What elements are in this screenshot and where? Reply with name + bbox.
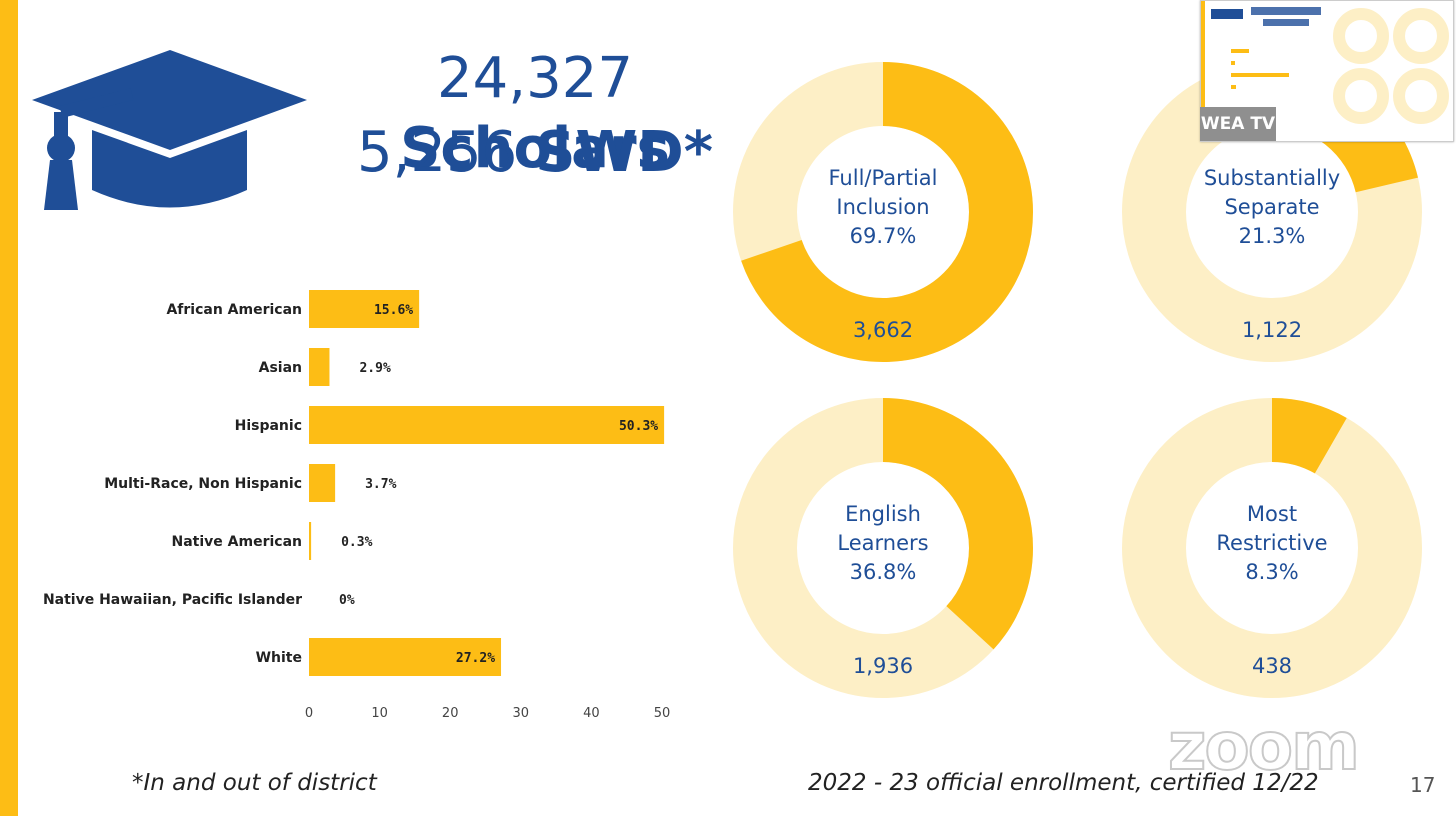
donut-label-line: Learners xyxy=(837,531,929,555)
data-label: 0.3% xyxy=(341,535,372,550)
data-label: 3.7% xyxy=(365,477,396,492)
donut-segment xyxy=(1122,398,1422,698)
donut-ring xyxy=(733,62,1033,362)
category-label: White xyxy=(256,650,302,666)
page-title: 24,327 Scholars xyxy=(300,44,770,184)
source-note: 2022 - 23 official enrollment, certified… xyxy=(808,770,1319,796)
donut-count: 1,936 xyxy=(852,654,914,678)
donut-english-learners: English Learners 36.8% 1,936 xyxy=(733,398,1033,698)
donut-label-line: Most xyxy=(1246,502,1298,526)
donut-label-line: Inclusion xyxy=(836,195,930,219)
page-number: 17 xyxy=(1410,773,1436,797)
scholars-count: 24,327 xyxy=(437,46,633,111)
category-label: African American xyxy=(166,302,302,318)
donut-label: Substantially Separate 21.3% xyxy=(1122,164,1422,251)
category-label: Hispanic xyxy=(235,418,302,434)
data-label: 2.9% xyxy=(359,361,390,376)
data-label: 50.3% xyxy=(619,419,658,434)
donut-label-line: 69.7% xyxy=(849,224,917,248)
x-tick-label: 40 xyxy=(583,706,600,721)
zoom-watermark: zoom xyxy=(1167,707,1361,786)
x-tick-label: 0 xyxy=(305,706,313,721)
donut-segment xyxy=(733,62,1033,362)
swd-word: SWD* xyxy=(535,120,713,185)
category-label: Multi-Race, Non Hispanic xyxy=(104,476,302,492)
donut-label-line: Restrictive xyxy=(1216,531,1328,555)
bar xyxy=(309,638,502,676)
category-label: Asian xyxy=(259,360,302,376)
category-label: Native Hawaiian, Pacific Islander xyxy=(43,592,302,608)
x-tick-label: 10 xyxy=(371,706,388,721)
donut-count: 3,662 xyxy=(852,318,914,342)
scholars-word: Scholars xyxy=(400,116,670,181)
x-tick-label: 30 xyxy=(513,706,530,721)
x-tick-label: 20 xyxy=(442,706,459,721)
bar xyxy=(309,290,420,328)
donut-label: Most Restrictive 8.3% xyxy=(1122,500,1422,587)
donut-ring xyxy=(1122,398,1422,698)
accent-bar xyxy=(0,0,18,816)
category-label: Native American xyxy=(172,534,302,550)
x-tick-label: 50 xyxy=(654,706,671,721)
donut-ring xyxy=(733,398,1033,698)
page-subtitle: 5,256 SWD* xyxy=(300,118,770,188)
donut-label-line: Substantially xyxy=(1203,166,1341,190)
donut-segment xyxy=(733,398,1033,698)
donut-label-line: Full/Partial xyxy=(828,166,938,190)
donut-full-partial-inclusion: Full/Partial Inclusion 69.7% 3,662 xyxy=(733,62,1033,362)
donut-most-restrictive: Most Restrictive 8.3% 438 xyxy=(1122,398,1422,698)
donut-label: Full/Partial Inclusion 69.7% xyxy=(733,164,1033,251)
graduation-cap-icon xyxy=(32,50,307,210)
donut-label-line: English xyxy=(845,502,921,526)
data-label: 27.2% xyxy=(456,651,495,666)
donut-label: English Learners 36.8% xyxy=(733,500,1033,587)
donut-count: 1,122 xyxy=(1241,318,1303,342)
bar xyxy=(309,406,665,444)
donut-label-line: Separate xyxy=(1224,195,1320,219)
data-label: 15.6% xyxy=(374,303,413,318)
thumbnail-preview xyxy=(1201,1,1449,141)
swd-count: 5,256 xyxy=(356,120,518,185)
bar xyxy=(309,522,312,560)
ethnicity-bar-chart: African American 15.6% Asian 2.9% Hispanic 50… xyxy=(43,290,671,721)
donut-count: 438 xyxy=(1251,654,1293,678)
donut-label-line: 21.3% xyxy=(1238,224,1306,248)
thumbnail-label: WEA TV xyxy=(1200,107,1276,141)
donut-label-line: 8.3% xyxy=(1245,560,1299,584)
bar xyxy=(309,348,330,386)
donut-label-line: 36.8% xyxy=(849,560,917,584)
data-label: 0% xyxy=(339,593,355,608)
footnote: *In and out of district xyxy=(132,770,377,796)
bar xyxy=(309,464,336,502)
